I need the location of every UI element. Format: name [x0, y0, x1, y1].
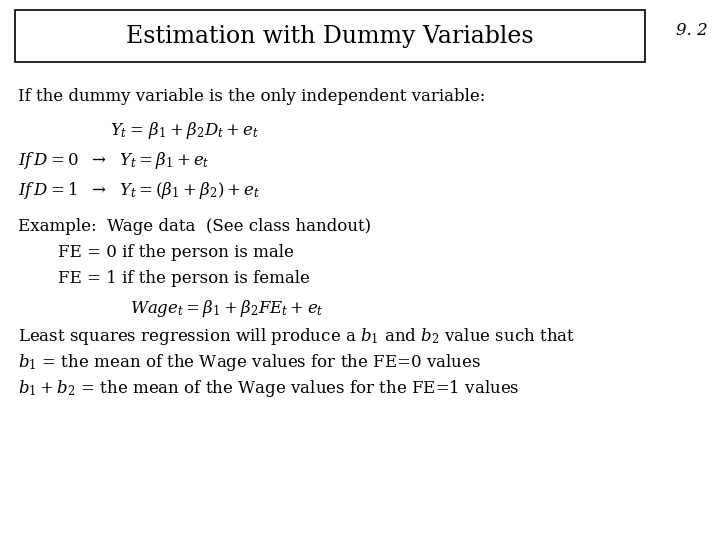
- Text: 9. 2: 9. 2: [676, 22, 708, 39]
- Text: FE = 1 if the person is female: FE = 1 if the person is female: [58, 270, 310, 287]
- Text: Least squares regression will produce a $b_1$ and $b_2$ value such that: Least squares regression will produce a …: [18, 326, 575, 347]
- Text: $\mathit{If\,D = 1}$  $\rightarrow$  $Y_t = (\beta_1 + \beta_2) + e_t$: $\mathit{If\,D = 1}$ $\rightarrow$ $Y_t …: [18, 180, 261, 201]
- Text: $\mathit{If\,D = 0}$  $\rightarrow$  $Y_t = \beta_1 + e_t$: $\mathit{If\,D = 0}$ $\rightarrow$ $Y_t …: [18, 150, 210, 171]
- Text: Estimation with Dummy Variables: Estimation with Dummy Variables: [126, 24, 534, 48]
- Text: $Y_t = \,\beta_1 + \beta_2 D_t + e_t$: $Y_t = \,\beta_1 + \beta_2 D_t + e_t$: [110, 120, 259, 141]
- Text: FE = 0 if the person is male: FE = 0 if the person is male: [58, 244, 294, 261]
- Text: $\mathit{Wage}_t = \beta_1 + \beta_2\mathit{FE}_t + e_t$: $\mathit{Wage}_t = \beta_1 + \beta_2\mat…: [130, 298, 323, 319]
- Text: Example:  Wage data  (See class handout): Example: Wage data (See class handout): [18, 218, 371, 235]
- Text: $b_1 + b_2$ = the mean of the Wage values for the FE=1 values: $b_1 + b_2$ = the mean of the Wage value…: [18, 378, 520, 399]
- Text: $b_1$ = the mean of the Wage values for the FE=0 values: $b_1$ = the mean of the Wage values for …: [18, 352, 481, 373]
- Text: If the dummy variable is the only independent variable:: If the dummy variable is the only indepe…: [18, 88, 485, 105]
- FancyBboxPatch shape: [15, 10, 645, 62]
